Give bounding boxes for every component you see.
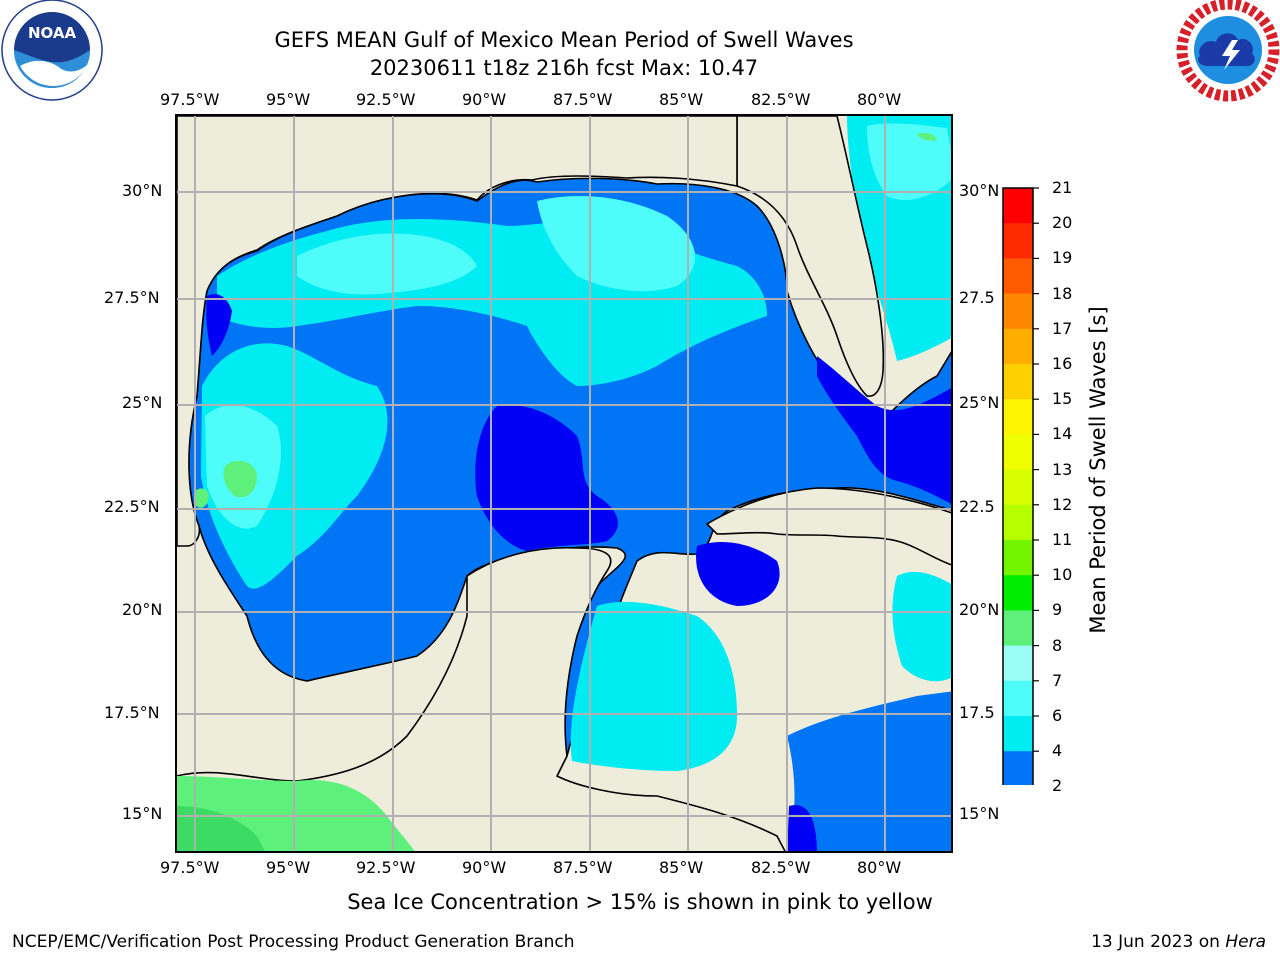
lon-label-top: 87.5°W (553, 90, 613, 109)
colorbar-tick-label: 4 (1052, 741, 1063, 761)
lat-label-left: 30°N (122, 181, 163, 200)
colorbar-tick-label: 20 (1052, 213, 1073, 233)
colorbar-segment (1003, 223, 1033, 259)
colorbar-segment (1003, 540, 1033, 576)
colorbar-segment (1003, 399, 1033, 435)
deep-core (475, 405, 618, 551)
colorbar-segment (1003, 504, 1033, 541)
colorbar-tick-label: 16 (1052, 354, 1073, 373)
footer-host: Hera (1225, 932, 1266, 952)
pale-patch-north (297, 233, 477, 295)
colorbar-segment (1003, 328, 1033, 365)
lat-label-right: 25°N (959, 393, 1000, 412)
noaa-text: NOAA (28, 24, 77, 42)
lat-label-right: 30°N (959, 181, 1000, 200)
colorbar-tick-label: 17 (1052, 318, 1073, 338)
colorbar-segment (1003, 469, 1033, 506)
colorbar-segment (1003, 716, 1033, 752)
pacific-ocean (177, 776, 415, 851)
atlantic-pale (867, 123, 951, 200)
colorbar-segment (1003, 188, 1033, 224)
noaa-logo-icon: NOAA (1, 0, 103, 101)
yucatan-shelf-light (570, 601, 737, 771)
caribbean-deep (696, 541, 780, 606)
florida-land (736, 116, 885, 397)
green-patch-small (195, 488, 209, 508)
colorbar-border (1002, 187, 1034, 785)
lat-label-left: 20°N (122, 600, 163, 619)
caribbean-south (787, 691, 951, 851)
lon-label-top: 82.5°W (751, 90, 811, 109)
colorbar-segment (1003, 680, 1033, 717)
colorbar-tick-label: 18 (1052, 283, 1073, 303)
colorbar-tick-label: 10 (1052, 565, 1073, 585)
footer-right: 13 Jun 2023 on Hera (1091, 932, 1266, 952)
colorbar-tick-label: 2 (1052, 776, 1063, 796)
colorbar-segment (1003, 258, 1033, 295)
deep-west (206, 294, 232, 356)
lon-label-bottom: 82.5°W (751, 858, 811, 877)
lat-label-left: 27.5°N (104, 288, 160, 307)
colorbar-tick-label: 12 (1052, 494, 1073, 514)
cuba-land (705, 487, 951, 566)
lon-label-top: 95°W (266, 90, 311, 109)
lon-label-top: 97.5°W (160, 90, 220, 109)
us-land (177, 116, 738, 547)
lat-label-right: 27.5 (959, 288, 995, 307)
footer-date: 13 Jun 2023 on (1091, 932, 1226, 952)
lat-label-right: 22.5 (959, 497, 995, 516)
lat-label-right: 17.5 (959, 703, 995, 722)
lon-label-bottom: 80°W (857, 858, 902, 877)
lat-label-left: 15°N (122, 804, 163, 823)
colorbar-tick-label: 19 (1052, 248, 1073, 268)
colorbar-tick-label: 6 (1052, 706, 1063, 725)
colorbar-segment (1003, 575, 1033, 611)
caribbean-east-light (892, 571, 951, 682)
colorbar-tick-label: 15 (1052, 389, 1073, 409)
lon-label-bottom: 85°W (659, 858, 704, 877)
chart-subtitle: 20230611 t18z 216h fcst Max: 10.47 (369, 56, 759, 80)
colorbar-segment (1003, 645, 1033, 682)
colorbar-tick-label: 9 (1052, 600, 1063, 620)
colorbar-tick-label: 8 (1052, 635, 1063, 655)
nws-logo-icon (1176, 0, 1280, 102)
lon-label-top: 85°W (659, 90, 704, 109)
lon-label-bottom: 87.5°W (553, 858, 613, 877)
colorbar (1002, 187, 1039, 785)
lat-label-left: 17.5°N (104, 703, 160, 722)
map-panel (175, 114, 953, 853)
lon-label-bottom: 97.5°W (160, 858, 220, 877)
chart-title: GEFS MEAN Gulf of Mexico Mean Period of … (274, 28, 854, 52)
lat-label-right: 20°N (959, 600, 1000, 619)
lon-label-bottom: 92.5°W (356, 858, 416, 877)
colorbar-title: Mean Period of Swell Waves [s] (1086, 306, 1110, 634)
colorbar-tick-label: 13 (1052, 459, 1073, 479)
colorbar-segment (1003, 610, 1033, 647)
pacific-deep (177, 806, 265, 851)
lat-label-left: 25°N (122, 393, 163, 412)
lat-label-left: 22.5°N (104, 497, 160, 516)
colorbar-tick-label: 14 (1052, 424, 1073, 444)
lon-label-top: 80°W (857, 90, 902, 109)
graticule (177, 116, 951, 851)
colorbar-tick-label: 21 (1052, 178, 1073, 197)
lat-label-right: 15°N (959, 804, 1000, 823)
sea-ice-caption: Sea Ice Concentration > 15% is shown in … (347, 890, 933, 914)
colorbar-tick-label: 11 (1052, 530, 1073, 549)
lon-label-bottom: 90°W (462, 858, 507, 877)
colorbar-tick-label: 7 (1052, 670, 1063, 690)
lon-label-top: 92.5°W (356, 90, 416, 109)
colorbar-segment (1003, 434, 1033, 471)
colorbar-segment (1003, 364, 1033, 400)
lon-label-bottom: 95°W (266, 858, 311, 877)
swell-period-map (177, 116, 951, 851)
atlantic-green (917, 132, 937, 141)
colorbar-segment (1003, 293, 1033, 330)
lon-label-top: 90°W (462, 90, 507, 109)
green-patch (223, 460, 257, 498)
colorbar-segment (1003, 751, 1033, 785)
footer-left: NCEP/EMC/Verification Post Processing Pr… (12, 932, 575, 952)
pale-patch-ne (537, 196, 696, 292)
yucatan-land (177, 546, 786, 851)
